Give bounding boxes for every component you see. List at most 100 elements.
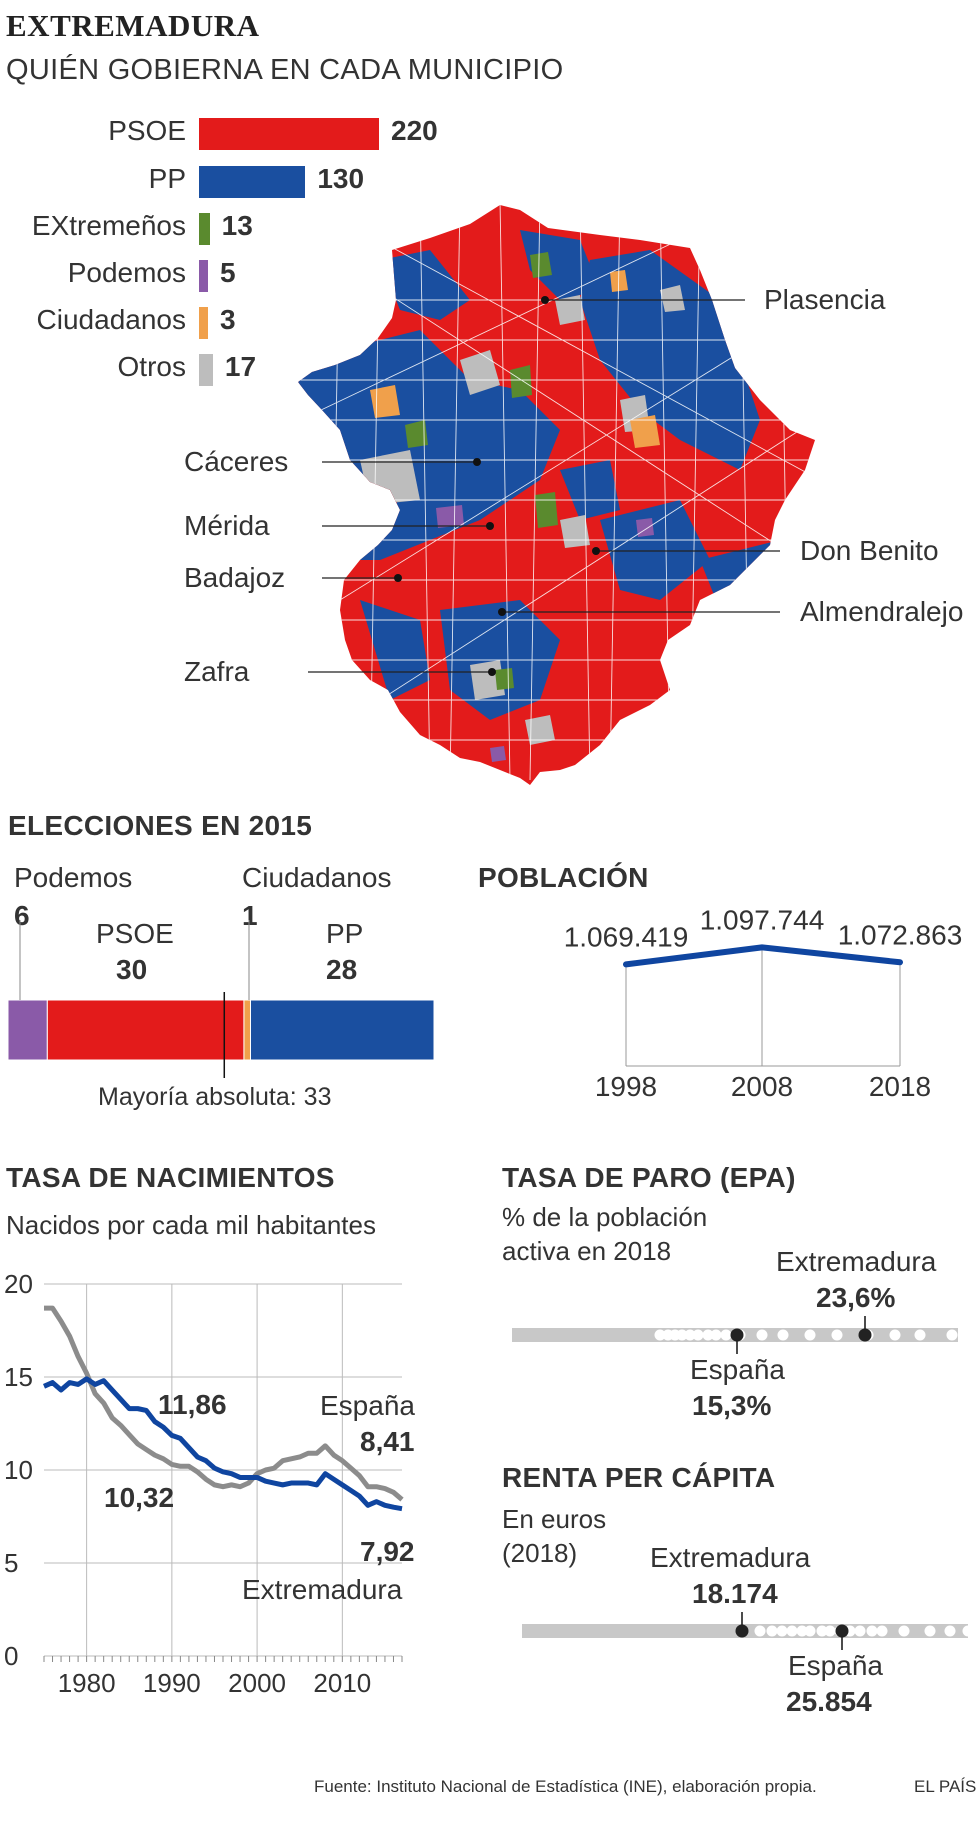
paro-dot [777, 1329, 789, 1341]
annot-extremadura-final: 7,92 [360, 1536, 415, 1567]
bar-value-otros: 17 [224, 351, 257, 382]
pob-line [623, 944, 903, 968]
poblacion-title: POBLACIÓN [478, 862, 649, 893]
renta-dot [824, 1625, 836, 1637]
city-dot-plasencia [541, 296, 549, 304]
series-label-extremadura: Extremadura [242, 1574, 403, 1605]
seat-value-pp: 28 [326, 954, 358, 985]
renta-dot [854, 1625, 866, 1637]
bar-ciudadanos [199, 307, 208, 339]
paro-dot [889, 1329, 901, 1341]
pob-year-2018: 2018 [869, 1071, 931, 1102]
paro-dot [914, 1329, 926, 1341]
series-label-espana: España [320, 1390, 415, 1421]
pob-year-1998: 1998 [595, 1071, 657, 1102]
nac-ytick-20: 20 [4, 1269, 33, 1299]
paro-extremadura-dot [858, 1328, 872, 1342]
annot-espana-final: 8,41 [360, 1426, 415, 1457]
pob-label-2008: 1.097.744 [700, 910, 825, 935]
renta-title: RENTA PER CÁPITA [502, 1462, 776, 1493]
seat-bar-ciudadanos [243, 999, 251, 1061]
seat-label-podemos: Podemos [14, 862, 133, 893]
nac-ytick-5: 5 [4, 1548, 18, 1578]
renta-dot [924, 1625, 936, 1637]
paro-value-extremadura: 23,6% [816, 1282, 896, 1313]
renta-subtitle-2: (2018) [502, 1538, 578, 1568]
seat-bar-podemos [7, 999, 48, 1061]
paro-value-espana: 15,3% [692, 1390, 772, 1421]
nac-line-extremadura [43, 1376, 403, 1512]
renta-dot [776, 1625, 788, 1637]
renta-extremadura-dot [735, 1624, 749, 1638]
bar-value-podemos: 5 [220, 257, 236, 288]
nac-xtick-2010: 2010 [313, 1668, 371, 1698]
elecciones-title: ELECCIONES EN 2015 [8, 810, 313, 841]
paro-title: TASA DE PARO (EPA) [502, 1162, 796, 1193]
paro-dot [831, 1329, 843, 1341]
renta-dot [944, 1625, 956, 1637]
renta-dot [962, 1625, 974, 1637]
nac-xtick-1980: 1980 [58, 1668, 116, 1698]
paro-label-espana: España [690, 1354, 785, 1385]
source-note: Fuente: Instituto Nacional de Estadístic… [314, 1777, 817, 1796]
city-label-badajoz: Badajoz [184, 562, 286, 593]
seat-label-psoe: PSOE [96, 918, 174, 949]
renta-dot [796, 1625, 808, 1637]
seat-value-ciudadanos: 1 [242, 900, 258, 931]
paro-dotplot [512, 1316, 958, 1354]
bar-value-pp: 130 [317, 163, 365, 194]
city-dot-merida [486, 522, 494, 530]
seat-value-psoe: 30 [116, 954, 148, 985]
city-dot-badajoz [394, 574, 402, 582]
renta-dot [766, 1625, 778, 1637]
pob-label-2018: 1.072.863 [838, 919, 963, 950]
renta-subtitle-1: En euros [502, 1504, 607, 1534]
paro-dot [676, 1329, 688, 1341]
nacimientos-chart: 0 5 10 15 20 1980 1990 2000 2010 [4, 1269, 404, 1698]
bar-podemos [199, 260, 208, 292]
bar-pp [199, 166, 306, 198]
paro-dot [720, 1329, 732, 1341]
bar-label-ciudadanos: Ciudadanos [36, 304, 186, 335]
city-label-caceres: Cáceres [184, 446, 289, 477]
renta-espana-dot [835, 1624, 849, 1638]
nac-ytick-0: 0 [4, 1641, 18, 1671]
bar-extremenos [199, 213, 210, 245]
city-label-don-benito: Don Benito [800, 535, 939, 566]
seat-value-podemos: 6 [14, 900, 30, 931]
extremadura-map [298, 205, 815, 785]
city-dot-don-benito [592, 547, 600, 555]
mayoria-label: Mayoría absoluta: 33 [98, 1083, 332, 1111]
bar-label-otros: Otros [117, 351, 186, 382]
renta-dot [754, 1625, 766, 1637]
pob-label-1998: 1.069.419 [564, 921, 689, 952]
renta-dot [898, 1625, 910, 1637]
paro-subtitle-1: % de la población [502, 1202, 708, 1232]
renta-value-extremadura: 18.174 [692, 1578, 778, 1609]
renta-dot [816, 1625, 828, 1637]
bar-value-ciudadanos: 3 [220, 304, 236, 335]
paro-label-extremadura: Extremadura [776, 1246, 937, 1277]
brand-label: EL PAÍS [914, 1777, 977, 1796]
bar-label-psoe: PSOE [108, 115, 186, 146]
seat-label-pp: PP [326, 918, 364, 949]
renta-dot [786, 1625, 798, 1637]
city-dot-caceres [473, 458, 481, 466]
nac-ytick-15: 15 [4, 1362, 33, 1392]
paro-dot [946, 1329, 958, 1341]
annot-esp-1990: 10,32 [104, 1482, 175, 1513]
renta-dotplot [522, 1612, 974, 1650]
bar-label-pp: PP [148, 163, 186, 194]
pob-year-2008: 2008 [731, 1071, 793, 1102]
bar-psoe [199, 118, 379, 150]
renta-dot [866, 1625, 878, 1637]
nac-ytick-10: 10 [4, 1455, 33, 1485]
elecciones-chart [7, 920, 435, 1078]
municipios-chart: PSOE 220 PP 130 EXtremeños 13 Podemos 5 … [0, 100, 470, 400]
seat-bar-psoe [46, 999, 245, 1061]
paro-subtitle-2: activa en 2018 [502, 1236, 672, 1266]
city-label-zafra: Zafra [184, 656, 250, 687]
bar-value-psoe: 220 [391, 115, 438, 146]
nac-line-espana [44, 1305, 404, 1502]
page-title: EXTREMADURA [6, 8, 260, 43]
